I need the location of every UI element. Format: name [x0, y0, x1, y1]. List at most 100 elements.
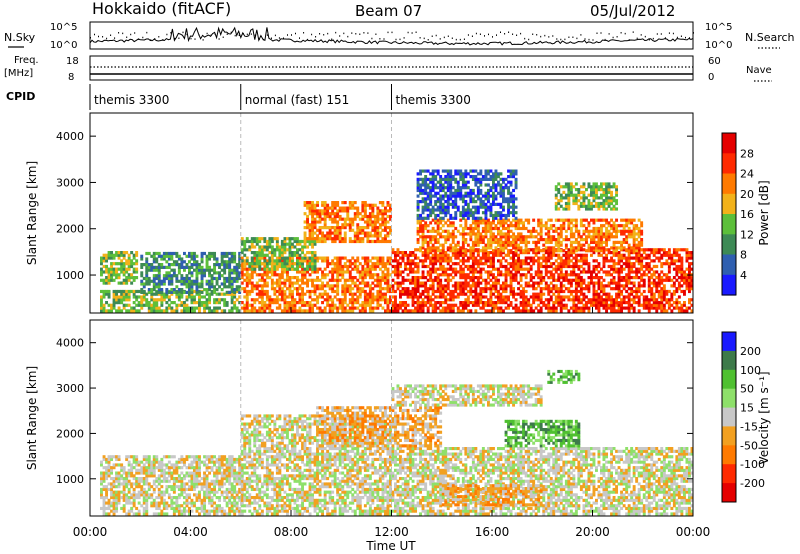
- heatmap-cell: [602, 224, 606, 228]
- heatmap-cell: [647, 287, 651, 291]
- heatmap-cell: [348, 276, 352, 280]
- heatmap-cell: [306, 217, 310, 221]
- heatmap-cell: [514, 253, 518, 257]
- heatmap-cell: [348, 237, 352, 241]
- heatmap-cell: [177, 257, 181, 261]
- heatmap-cell: [675, 251, 679, 255]
- heatmap-cell: [311, 303, 315, 307]
- heatmap-cell: [507, 303, 511, 307]
- heatmap-cell: [605, 218, 609, 222]
- heatmap-cell: [444, 238, 448, 242]
- heatmap-cell: [298, 295, 302, 299]
- heatmap-cell: [579, 284, 583, 288]
- heatmap-cell: [537, 251, 541, 255]
- heatmap-cell: [180, 260, 184, 264]
- heatmap-cell: [474, 235, 478, 239]
- heatmap-cell: [622, 278, 626, 282]
- heatmap-cell: [572, 303, 576, 307]
- heatmap-cell: [107, 267, 111, 271]
- heatmap-cell: [343, 298, 347, 302]
- heatmap-cell: [524, 243, 528, 247]
- heatmap-cell: [667, 262, 671, 266]
- heatmap-cell: [625, 221, 629, 225]
- heatmap-cell: [331, 278, 335, 282]
- heatmap-cell: [409, 278, 413, 282]
- heatmap-cell: [605, 301, 609, 305]
- heatmap-cell: [431, 211, 435, 215]
- heatmap-cell: [597, 207, 601, 211]
- heatmap-cell: [434, 218, 438, 222]
- heatmap-cell: [582, 224, 586, 228]
- heatmap-cell: [577, 193, 581, 197]
- heatmap-cell: [615, 185, 619, 189]
- heatmap-cell: [270, 262, 274, 266]
- heatmap-cell: [127, 267, 131, 271]
- heatmap-cell: [519, 264, 523, 269]
- heatmap-cell: [602, 190, 606, 194]
- heatmap-cell: [469, 276, 473, 280]
- heatmap-cell: [522, 221, 526, 225]
- heatmap-cell: [348, 203, 352, 207]
- heatmap-cell: [200, 282, 204, 286]
- heatmap-cell: [348, 289, 352, 294]
- heatmap-cell: [683, 292, 686, 296]
- heatmap-cell: [270, 284, 274, 288]
- heatmap-cell: [532, 301, 536, 305]
- heatmap-cell: [502, 284, 505, 288]
- heatmap-cell: [122, 298, 126, 302]
- heatmap-cell: [376, 278, 380, 282]
- heatmap-cell: [177, 292, 181, 296]
- heatmap-cell: [313, 292, 317, 296]
- heatmap-cell: [416, 240, 420, 244]
- heatmap-cell: [444, 177, 448, 181]
- heatmap-cell: [396, 306, 400, 310]
- heatmap-cell: [293, 245, 297, 249]
- heatmap-cell: [657, 273, 661, 277]
- heatmap-cell: [637, 289, 641, 294]
- heatmap-cell: [253, 309, 257, 313]
- heatmap-cell: [532, 284, 536, 288]
- heatmap-cell: [474, 295, 478, 299]
- heatmap-cell: [517, 246, 521, 250]
- heatmap-cell: [416, 194, 420, 198]
- heatmap-cell: [331, 203, 335, 207]
- heatmap-cell: [263, 239, 267, 244]
- heatmap-cell: [637, 248, 641, 252]
- heatmap-cell: [670, 292, 674, 296]
- heatmap-cell: [544, 264, 548, 269]
- heatmap-cell: [245, 309, 249, 313]
- heatmap-cell: [494, 281, 498, 285]
- heatmap-cell: [569, 273, 573, 277]
- heatmap-cell: [132, 262, 136, 266]
- heatmap-cell: [607, 229, 611, 233]
- heatmap-cell: [635, 276, 639, 280]
- heatmap-cell: [323, 306, 327, 310]
- heatmap-cell: [466, 249, 470, 253]
- heatmap-cell: [268, 251, 272, 255]
- heatmap-cell: [223, 292, 227, 296]
- heatmap-cell: [384, 262, 387, 266]
- heatmap-cell: [263, 264, 267, 269]
- heatmap-cell: [160, 265, 164, 269]
- heatmap-cell: [172, 268, 176, 272]
- heatmap-cell: [308, 226, 312, 230]
- heatmap-cell: [469, 224, 473, 228]
- heatmap-cell: [590, 204, 593, 208]
- heatmap-cell: [574, 188, 578, 192]
- heatmap-cell: [421, 200, 425, 204]
- heatmap-cell: [203, 288, 207, 292]
- heatmap-cell: [165, 276, 169, 281]
- heatmap-cell: [544, 281, 548, 285]
- heatmap-cell: [474, 309, 478, 313]
- heatmap-cell: [233, 257, 237, 261]
- heatmap-cell: [132, 289, 136, 294]
- heatmap-cell: [122, 289, 126, 294]
- heatmap-cell: [579, 281, 583, 285]
- heatmap-cell: [466, 284, 470, 288]
- heatmap-cell: [574, 229, 578, 233]
- heatmap-cell: [376, 284, 380, 288]
- heatmap-cell: [559, 199, 563, 203]
- heatmap-cell: [328, 237, 332, 241]
- heatmap-cell: [328, 212, 332, 216]
- heatmap-cell: [298, 256, 302, 260]
